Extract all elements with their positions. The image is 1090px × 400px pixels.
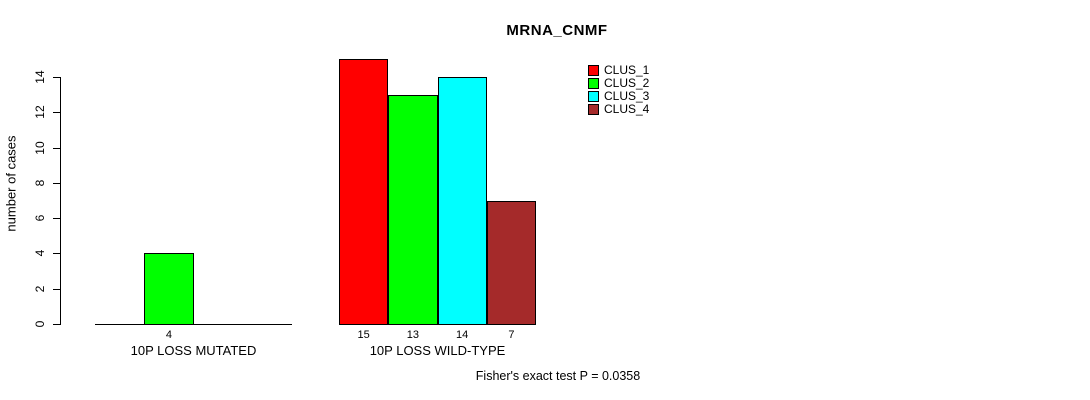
bar-value-label: 7 (508, 329, 515, 341)
legend-swatch-clus-1 (588, 65, 599, 76)
y-axis-tick (53, 77, 60, 78)
y-axis-tick-label: 8 (33, 179, 47, 187)
x-axis-group-label: 10P LOSS WILD-TYPE (369, 343, 506, 358)
bar-value-label: 4 (165, 329, 172, 341)
y-axis-tick-label: 6 (33, 214, 47, 222)
x-axis-baseline (95, 324, 292, 325)
legend-swatch-clus-3 (588, 91, 599, 102)
bar-clus-4 (486, 201, 536, 325)
bar-value-label: 13 (406, 329, 419, 341)
y-axis-tick (53, 289, 60, 290)
legend-label-clus-2: CLUS_2 (604, 76, 650, 90)
y-axis-tick (53, 183, 60, 184)
bar-clus-1 (339, 59, 389, 325)
y-axis-tick (53, 218, 60, 219)
legend-label-clus-3: CLUS_3 (604, 89, 650, 103)
x-axis-group-label: 10P LOSS MUTATED (130, 343, 257, 358)
y-axis-label: number of cases (3, 135, 19, 232)
y-axis-tick-label: 4 (33, 249, 47, 257)
bar-clus-3 (437, 77, 487, 325)
y-axis-tick (53, 112, 60, 113)
y-axis-tick-label: 0 (33, 320, 47, 328)
bar-value-label: 15 (357, 329, 370, 341)
y-axis-line (60, 77, 61, 325)
y-axis-tick-label: 14 (33, 70, 47, 84)
legend-label-clus-4: CLUS_4 (604, 102, 650, 116)
y-axis-tick (53, 324, 60, 325)
y-axis-tick-label: 12 (33, 105, 47, 119)
y-axis-tick (53, 253, 60, 254)
legend-swatch-clus-2 (588, 78, 599, 89)
chart-title: MRNA_CNMF (506, 22, 608, 39)
legend-label-clus-1: CLUS_1 (604, 63, 650, 77)
y-axis-tick (53, 148, 60, 149)
bar-clus-2 (388, 95, 438, 325)
y-axis-tick-label: 10 (33, 141, 47, 155)
bar-clus-2 (144, 253, 194, 325)
stat-annotation: Fisher's exact test P = 0.0358 (475, 369, 641, 383)
bar-value-label: 14 (456, 329, 469, 341)
y-axis-tick-label: 2 (33, 285, 47, 293)
legend-swatch-clus-4 (588, 104, 599, 115)
